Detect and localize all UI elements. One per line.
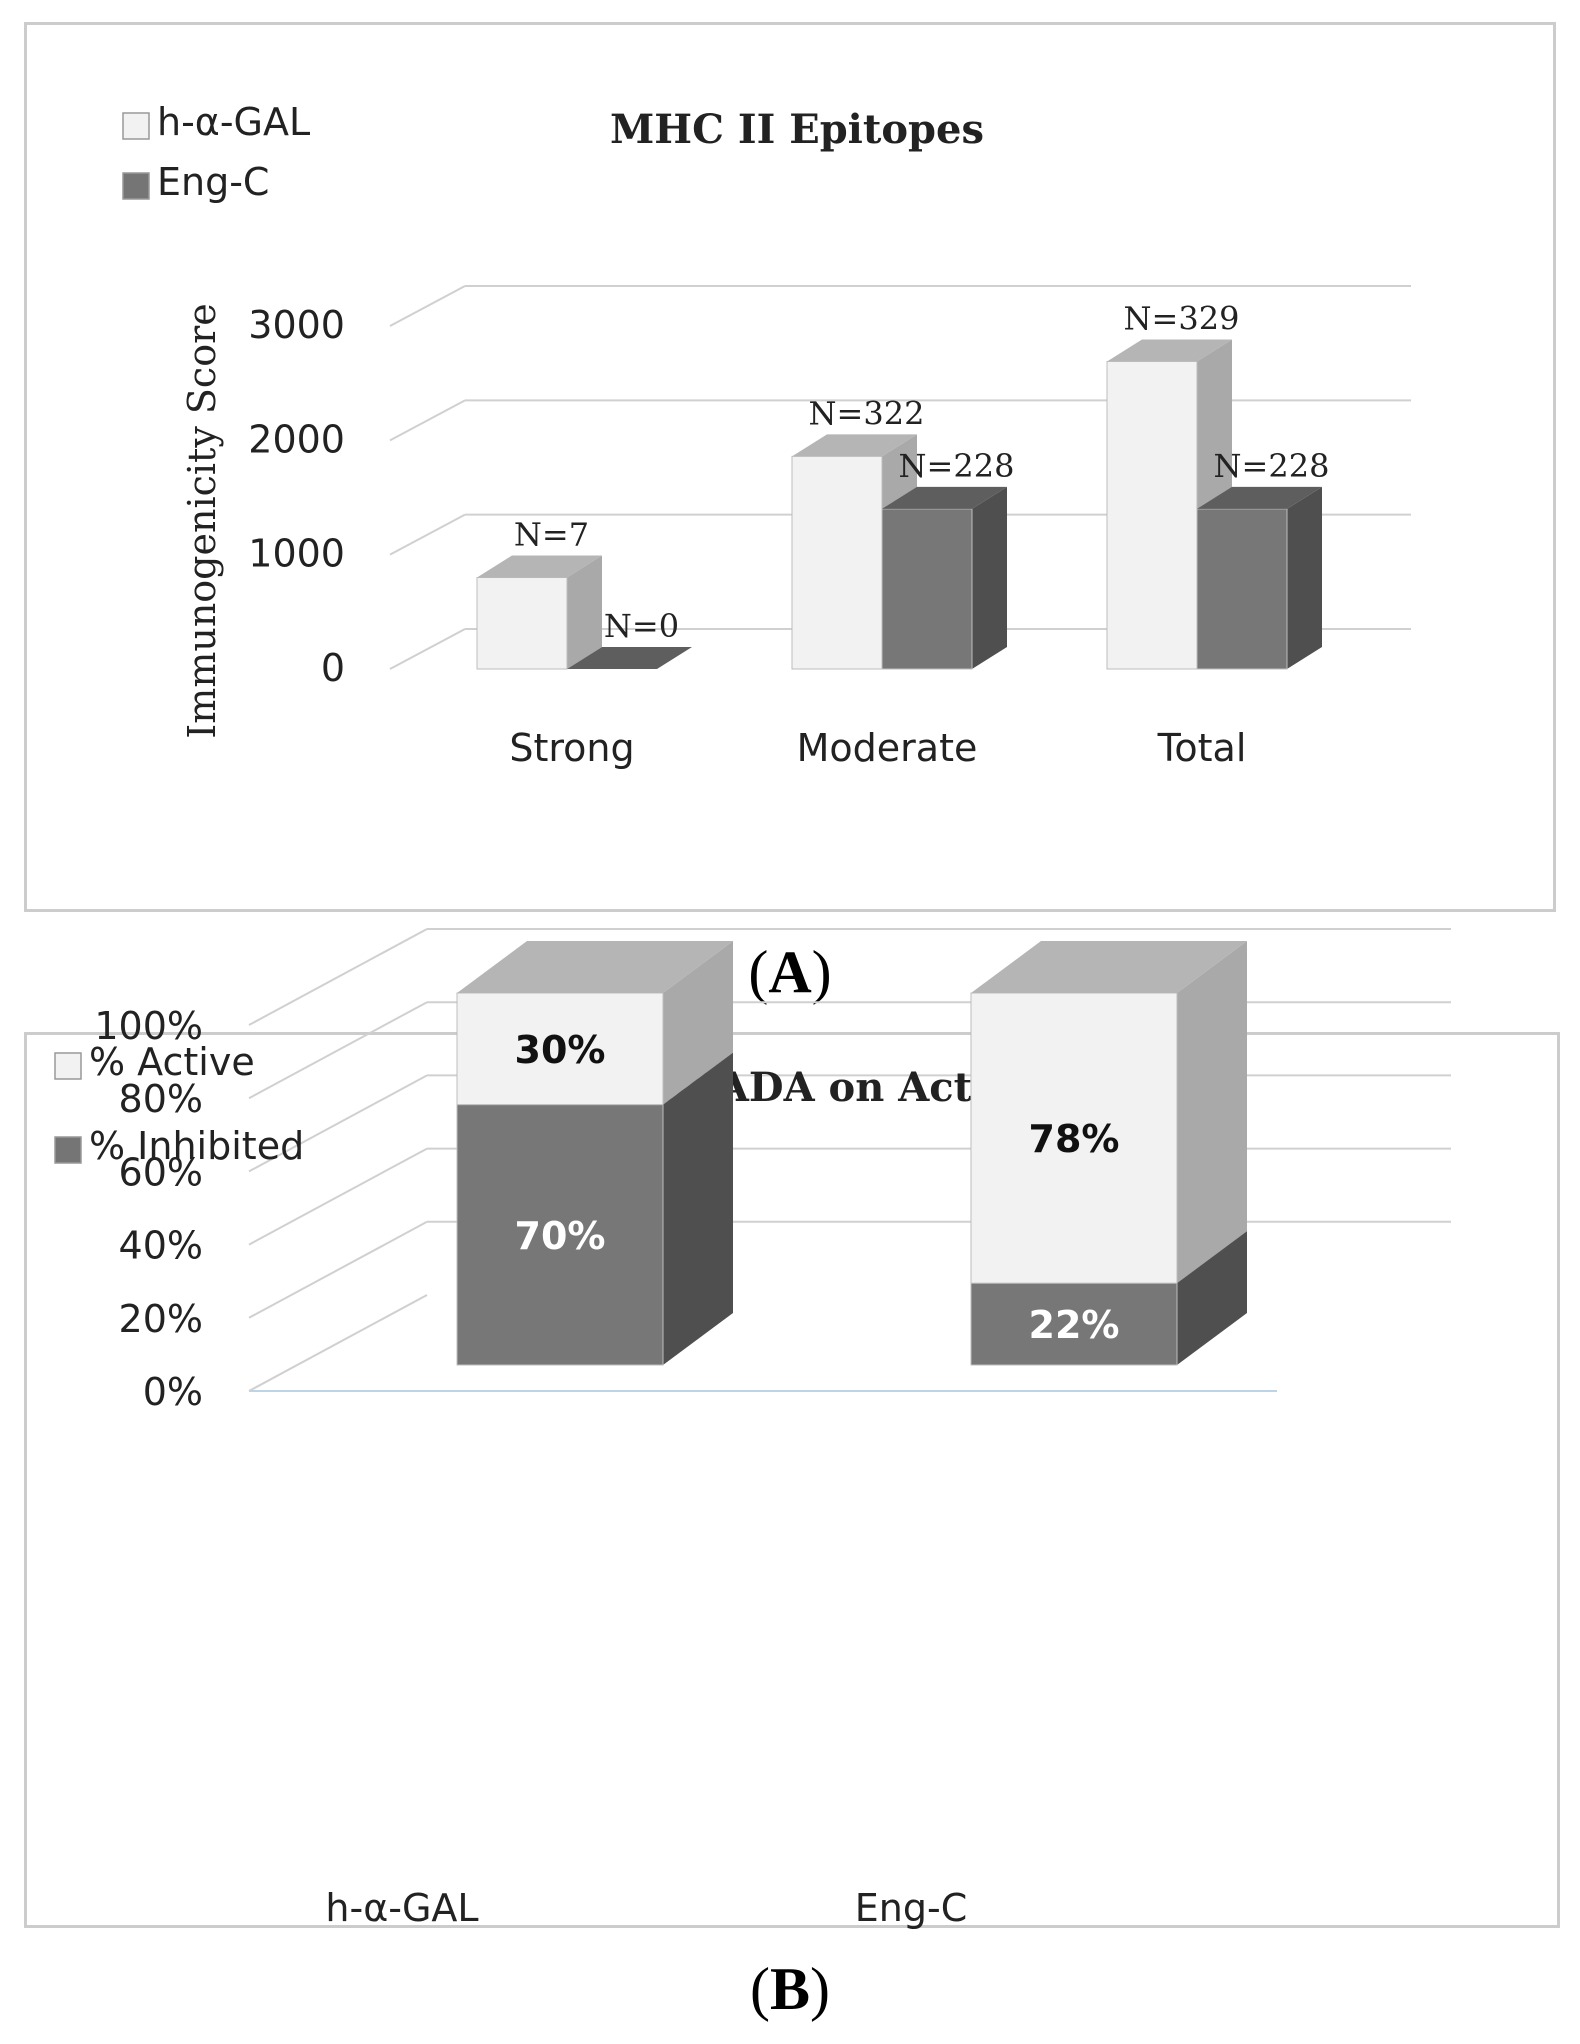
y-tick-label: 20%: [119, 1297, 203, 1341]
bar-top: [1107, 339, 1232, 362]
bar-top: [477, 555, 602, 578]
y-tick-label: 80%: [119, 1077, 203, 1121]
bar-segment-front: [456, 1104, 664, 1366]
panel-a-chart-frame: 0 1000 2000 3000 MHC II Epitopes Immunogenici…: [24, 22, 1556, 912]
bar-segment-top: [971, 941, 1247, 993]
grid-diagonal: [248, 1001, 428, 1100]
legend-label: Eng-C: [157, 160, 269, 204]
y-tick-label: 3000: [248, 303, 345, 347]
grid-diagonal: [389, 285, 466, 327]
legend-label: h-α-GAL: [157, 100, 310, 144]
bar-segment-front: [456, 992, 664, 1106]
grid-diagonal: [389, 513, 466, 556]
bar-top: [567, 647, 692, 669]
bar-top: [882, 486, 1007, 509]
y-tick-label: 0: [321, 646, 345, 690]
y-tick-label: 100%: [94, 1004, 203, 1048]
bar-front: [1196, 508, 1288, 670]
y-tick-label: 1000: [248, 532, 345, 576]
panel-b-label: (B): [750, 1956, 830, 2022]
data-label: 30%: [515, 1028, 606, 1072]
legend-label: % Inhibited: [89, 1124, 304, 1168]
data-label: 22%: [1029, 1303, 1120, 1347]
bar-front: [881, 508, 973, 670]
grid-diagonal: [248, 1074, 428, 1173]
grid-diagonal: [248, 1147, 428, 1246]
bar-top: [1197, 486, 1322, 509]
legend-swatch: [54, 1052, 82, 1080]
bar-segment-side: [1177, 941, 1247, 1284]
grid-diagonal: [248, 1294, 428, 1392]
bar-front: [791, 455, 883, 670]
legend-label: % Active: [89, 1040, 255, 1084]
legend-swatch: [54, 1136, 82, 1164]
bar-segment-front: [970, 1282, 1178, 1366]
y-tick-label: 0%: [143, 1370, 203, 1414]
grid-diagonal: [248, 1220, 428, 1319]
data-label: N=228: [899, 447, 1015, 485]
data-label: N=7: [514, 516, 589, 554]
legend-swatch: [122, 172, 150, 200]
data-label: N=329: [1124, 299, 1240, 337]
data-label: N=0: [604, 607, 679, 645]
grid-diagonal: [389, 399, 466, 442]
bar-top: [792, 434, 917, 457]
bar-front: [476, 577, 568, 670]
panel-a-label: (A): [748, 939, 832, 1005]
x-tick-label: h-α-GAL: [325, 1886, 478, 1930]
x-tick-label: Total: [1157, 726, 1247, 770]
bar-front: [1106, 360, 1198, 670]
y-tick-label: 60%: [119, 1150, 203, 1194]
bar-segment-side: [663, 1052, 733, 1365]
bar-segment-side: [1177, 1231, 1247, 1365]
data-label: 70%: [515, 1214, 606, 1258]
x-tick-label: Strong: [509, 726, 634, 770]
y-tick-label: 40%: [119, 1224, 203, 1268]
grid-diagonal: [248, 928, 428, 1026]
bar-side: [972, 486, 1007, 669]
y-tick-label: 2000: [248, 417, 345, 461]
bar-segment-side: [663, 941, 733, 1105]
bar-side: [1287, 486, 1322, 669]
panel-b-chart-frame: 0% 20% 40% 60% 80% 100% Effect of ADA on Activ…: [24, 928, 1560, 1930]
bar-segment-top: [457, 941, 733, 993]
ada-activity-chart: 0%20%40%60%80%100%Effect of ADA on Activ…: [54, 928, 1451, 1930]
mhc-ii-epitopes-chart: 0 1000 2000 3000 MHC II Epitopes Immunogenici…: [122, 100, 1411, 770]
bar-segment-front: [970, 992, 1178, 1284]
bar-side: [567, 555, 602, 669]
data-label: N=322: [809, 394, 925, 432]
x-tick-label: Moderate: [797, 726, 978, 770]
data-label: 78%: [1029, 1117, 1120, 1161]
x-tick-label: Eng-C: [855, 1886, 967, 1930]
grid-diagonal: [389, 628, 466, 670]
y-axis-label: Immunogenicity Score: [180, 303, 224, 738]
chart-title: MHC II Epitopes: [610, 106, 984, 153]
data-label: N=228: [1214, 447, 1330, 485]
legend-swatch: [122, 112, 150, 140]
